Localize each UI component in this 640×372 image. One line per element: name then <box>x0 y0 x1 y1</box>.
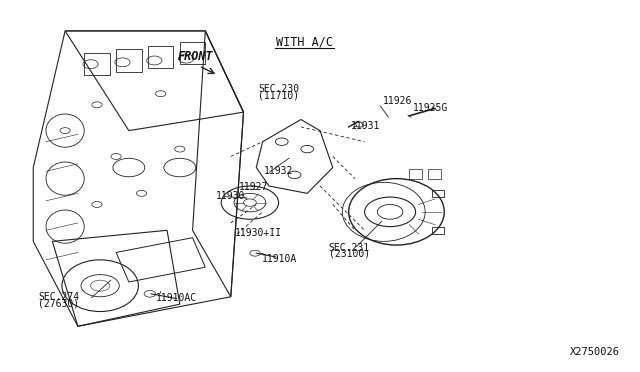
Text: SEC.231: SEC.231 <box>329 243 370 253</box>
Text: WITH A/C: WITH A/C <box>276 36 333 49</box>
Text: 11926: 11926 <box>383 96 412 106</box>
Text: (27630): (27630) <box>38 299 79 309</box>
Text: X2750026: X2750026 <box>570 347 620 357</box>
Text: 11927: 11927 <box>239 182 268 192</box>
Text: 11930: 11930 <box>216 191 245 201</box>
Text: (23100): (23100) <box>329 249 370 259</box>
Text: 11925G: 11925G <box>412 103 447 113</box>
Text: 11910AC: 11910AC <box>156 292 197 302</box>
Text: 11930+II: 11930+II <box>235 228 282 238</box>
Text: SEC.274: SEC.274 <box>38 292 79 302</box>
Text: SEC.230: SEC.230 <box>258 84 299 94</box>
Text: 11931: 11931 <box>351 121 380 131</box>
Text: 11932: 11932 <box>264 166 293 176</box>
Text: 11910A: 11910A <box>261 254 296 264</box>
Text: FRONT: FRONT <box>178 51 214 64</box>
Text: (11710): (11710) <box>258 90 299 100</box>
